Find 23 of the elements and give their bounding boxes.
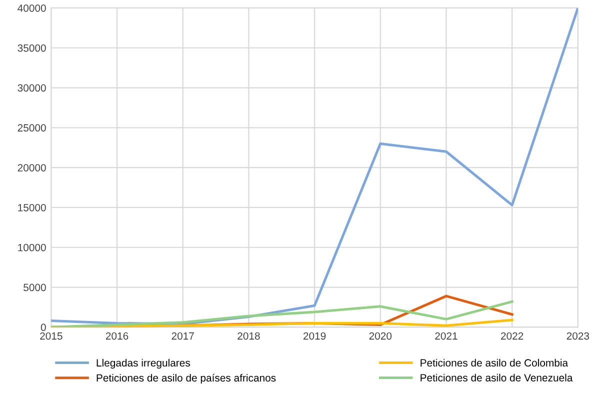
y-tick-label: 35000 bbox=[18, 44, 46, 52]
y-tick-label: 5000 bbox=[24, 284, 46, 292]
y-tick-label: 40000 bbox=[18, 4, 46, 12]
y-tick-label: 10000 bbox=[18, 244, 46, 252]
legend-label: Peticiones de asilo de Colombia bbox=[420, 358, 568, 367]
y-tick-label: 15000 bbox=[18, 204, 46, 212]
x-tick-label: 2020 bbox=[369, 332, 392, 340]
y-tick-label: 30000 bbox=[18, 84, 46, 92]
x-tick-label: 2022 bbox=[501, 332, 524, 340]
x-tick-label: 2017 bbox=[172, 332, 194, 340]
x-tick-label: 2018 bbox=[238, 332, 260, 340]
x-tick-label: 2021 bbox=[435, 332, 458, 340]
y-tick-label: 0 bbox=[40, 324, 46, 332]
line-series bbox=[51, 300, 514, 328]
y-tick-label: 20000 bbox=[18, 164, 46, 172]
x-tick-label: 2023 bbox=[566, 332, 590, 340]
x-tick-label: 2019 bbox=[303, 332, 326, 340]
legend-label: Peticiones de asilo de Venezuela bbox=[420, 374, 573, 382]
x-tick-label: 2015 bbox=[40, 332, 62, 340]
y-tick-label: 25000 bbox=[18, 124, 46, 132]
legend-label: Llegadas irregulares bbox=[96, 358, 190, 369]
x-tick-label: 2016 bbox=[106, 332, 128, 340]
legend-label: Peticiones de asilo de países africanos bbox=[96, 374, 276, 384]
